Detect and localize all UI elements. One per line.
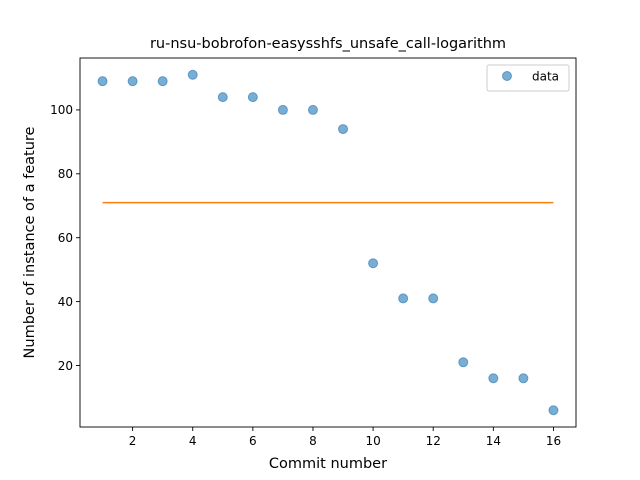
legend-marker-data xyxy=(502,71,512,81)
x-tick-label: 10 xyxy=(365,434,380,448)
data-point xyxy=(548,405,559,416)
y-axis: 20 40 60 80 100 xyxy=(50,103,80,373)
data-point xyxy=(187,69,198,80)
x-tick-label: 8 xyxy=(309,434,317,448)
x-axis-title: Commit number xyxy=(269,456,387,472)
legend-label-data: data xyxy=(532,70,559,84)
x-tick-label: 2 xyxy=(129,434,137,448)
chart-title: ru-nsu-bobrofon-easysshfs_unsafe_call-lo… xyxy=(150,36,506,52)
axes-frame xyxy=(79,57,577,428)
data-point xyxy=(277,104,288,115)
data-point xyxy=(127,76,138,87)
data-point xyxy=(217,92,228,103)
y-tick-label: 20 xyxy=(58,359,73,373)
plot-area xyxy=(97,69,559,416)
x-tick-label: 4 xyxy=(189,434,197,448)
y-axis-title: Number of instance of a feature xyxy=(22,126,38,358)
x-axis: 2 4 6 8 10 12 14 16 xyxy=(129,427,561,448)
data-point xyxy=(97,76,108,87)
data-point xyxy=(247,92,258,103)
data-point xyxy=(458,357,469,368)
x-tick-label: 6 xyxy=(249,434,257,448)
data-point xyxy=(368,258,379,269)
data-point xyxy=(398,293,409,304)
legend: data xyxy=(486,64,570,92)
y-tick-label: 80 xyxy=(58,167,73,181)
data-point xyxy=(518,373,529,384)
y-tick-label: 40 xyxy=(58,295,73,309)
data-point xyxy=(488,373,499,384)
x-tick-label: 14 xyxy=(486,434,501,448)
y-tick-label: 60 xyxy=(58,231,73,245)
data-point xyxy=(157,76,168,87)
x-tick-label: 16 xyxy=(546,434,561,448)
data-point xyxy=(428,293,439,304)
y-tick-label: 100 xyxy=(50,103,73,117)
data-point xyxy=(338,124,349,135)
data-point xyxy=(307,104,318,115)
x-tick-label: 12 xyxy=(426,434,441,448)
